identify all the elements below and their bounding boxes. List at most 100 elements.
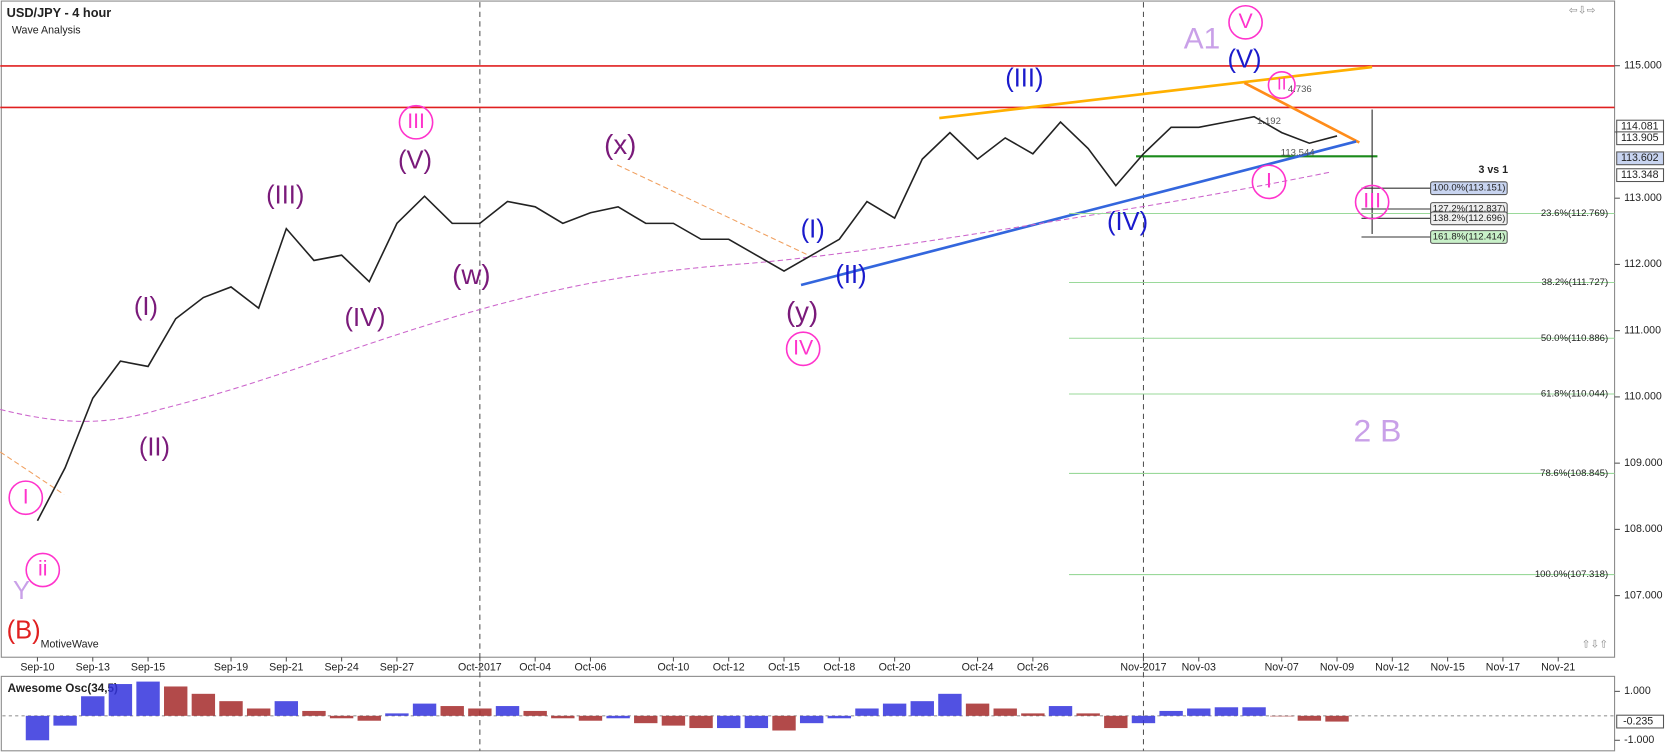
osc-title: Awesome Osc(34,5) [8, 682, 118, 695]
fib-label: 78.6%(108.845) [1540, 468, 1608, 479]
wave-label: (y) [786, 296, 818, 327]
osc-bar [717, 715, 741, 729]
x-tick-label: Oct-20 [879, 662, 911, 674]
osc-bar [108, 684, 133, 716]
fib-extension-title: 3 vs 1 [1478, 164, 1508, 176]
osc-bar [938, 693, 962, 716]
osc-bar [1021, 713, 1045, 716]
osc-bar [882, 703, 907, 716]
osc-bar [661, 715, 686, 726]
wave-label: (V) [1227, 45, 1261, 73]
osc-bar [1131, 715, 1156, 724]
osc-panel [0, 675, 1616, 752]
osc-bar [993, 708, 1017, 716]
toolbar: ⇦⇩⇨ ⇧⇩⇧ [1569, 4, 1608, 650]
wave-label: I [23, 484, 29, 508]
wave-label: (IV) [344, 304, 385, 332]
extension-box [1430, 211, 1508, 226]
wave-label: IV [793, 335, 814, 359]
x-tick-label: Oct-15 [768, 662, 800, 674]
osc-bar [606, 715, 630, 719]
wave-label: 1.192 [1257, 116, 1281, 127]
wave-circle [785, 331, 821, 367]
wave-circle [1267, 71, 1296, 100]
price-marker: 114.081 [1621, 120, 1659, 132]
osc-bar [81, 696, 105, 716]
wave-label: 2 B [1353, 412, 1401, 448]
x-tick-label: Sep-10 [20, 662, 54, 674]
y-tick-label: 109.000 [1624, 457, 1662, 469]
wave-label: (IV) [1107, 208, 1148, 236]
x-tick-label: Nov-15 [1430, 662, 1464, 674]
osc-bar [1270, 715, 1294, 717]
osc-bar [772, 715, 796, 731]
osc-bar [1187, 708, 1211, 716]
extension-label: 161.8%(112.414) [1433, 232, 1506, 243]
osc-bar [329, 715, 354, 719]
x-tick-label: Oct-06 [575, 662, 607, 674]
y-tick-label: 1.000 [1624, 685, 1651, 697]
x-tick-label: Sep-27 [380, 662, 414, 674]
osc-bar [1297, 715, 1322, 721]
wave-label: (I) [134, 293, 158, 321]
x-tick-label: Sep-24 [324, 662, 358, 674]
wave-circle [1354, 184, 1390, 220]
wave-label: (x) [604, 129, 636, 160]
wave-label: 113.544 [1281, 148, 1316, 159]
osc-bar [744, 715, 769, 729]
price-marker: 113.348 [1621, 169, 1659, 181]
watermark: MotiveWave [41, 638, 99, 650]
channel-line [616, 164, 809, 256]
osc-bar [164, 686, 188, 716]
extension-label: 138.2%(112.696) [1433, 213, 1506, 224]
x-tick-label: Nov-17 [1486, 662, 1520, 674]
osc-bar [1048, 706, 1073, 716]
x-tick-label: Nov-03 [1182, 662, 1216, 674]
price-line [36, 115, 1338, 522]
osc-bar [799, 715, 824, 724]
price-marker: 113.905 [1621, 132, 1659, 144]
wave-label: Y [13, 577, 30, 605]
chart-title: USD/JPY - 4 hour [7, 5, 112, 20]
wave-label: (B) [7, 616, 41, 644]
osc-bar [191, 693, 216, 716]
wave-label: A1 [1184, 22, 1220, 55]
toolbar-icon[interactable]: ⇧⇩⇧ [1582, 638, 1609, 650]
wave-label: III [407, 109, 425, 133]
price-marker-box [1616, 168, 1665, 183]
osc-bar [551, 715, 575, 719]
osc-bar [634, 715, 658, 724]
x-tick-label: Nov-09 [1320, 662, 1354, 674]
y-tick-label: 112.000 [1624, 258, 1662, 270]
toolbar-icon[interactable]: ⇦⇩⇨ [1569, 4, 1596, 16]
osc-bar [440, 706, 464, 716]
wave-circle [398, 104, 434, 140]
wave-circle [1228, 4, 1263, 40]
extension-box [1430, 181, 1508, 196]
x-tick-label: Nov-21 [1541, 662, 1575, 674]
wave-label: (I) [801, 216, 825, 244]
fib-label: 61.8%(110.044) [1541, 389, 1608, 400]
x-tick-label: Sep-21 [269, 662, 303, 674]
osc-bar [1242, 707, 1266, 716]
x-tick-label: Sep-15 [131, 662, 165, 674]
price-marker-box [1616, 131, 1665, 146]
x-tick-label: Oct-26 [1017, 662, 1049, 674]
channel-line [0, 451, 65, 495]
y-tick-label: -1.000 [1624, 734, 1654, 746]
x-tick-label: Oct-24 [962, 662, 994, 674]
wave-label: 4.736 [1288, 84, 1312, 95]
fib-label: 23.6%(112.769) [1541, 208, 1608, 219]
osc-bar [274, 701, 299, 716]
osc-bar [1325, 715, 1349, 722]
y-tick-label: 113.000 [1624, 192, 1662, 204]
price-marker-box [1616, 151, 1665, 166]
wave-label: II [1277, 75, 1286, 94]
wave-label: (w) [452, 259, 490, 290]
x-tick-label: Oct-10 [657, 662, 689, 674]
wave-label: III [1363, 189, 1381, 213]
wave-label: (III) [266, 181, 304, 209]
